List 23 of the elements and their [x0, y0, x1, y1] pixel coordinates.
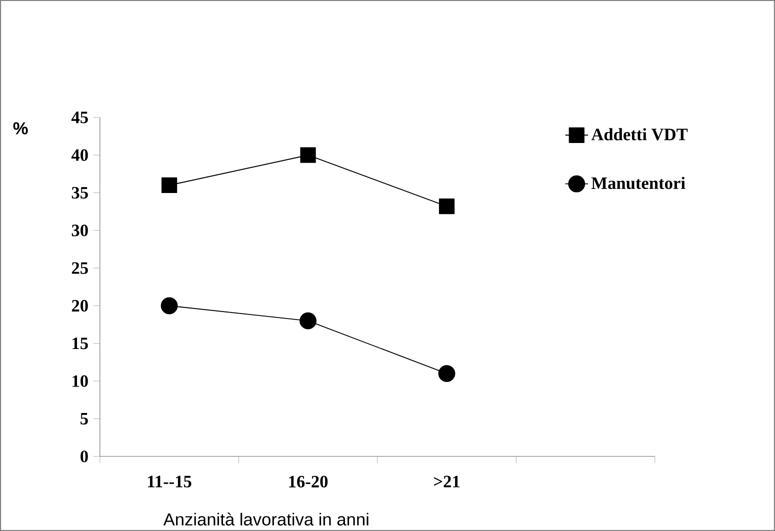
y-tick-label: 30 [72, 224, 88, 236]
point [160, 297, 178, 314]
y-tick-label: 5 [80, 412, 88, 425]
y-tick-label: 45 [71, 112, 88, 124]
point [438, 198, 455, 214]
y-tick-label: 35 [72, 186, 88, 199]
point [300, 147, 316, 163]
point [300, 312, 317, 330]
x-tick-label: >21 [434, 476, 460, 488]
legend-label: Addetti VDT [591, 128, 688, 140]
legend-label: Manutentori [591, 176, 686, 190]
x-tick-label: 11--15 [148, 476, 192, 488]
x-axis-title: Anzianità lavorativa in anni [163, 512, 368, 526]
y-tick-label: 0 [80, 450, 88, 462]
point [438, 365, 456, 382]
point [161, 177, 178, 194]
y-tick-label: 40 [71, 149, 88, 161]
y-tick-label: 15 [72, 338, 88, 350]
y-tick-label: 20 [72, 300, 88, 312]
y-tick-label: 10 [72, 375, 88, 387]
y-tick-label: 25 [72, 262, 88, 274]
y-axis-title: % [13, 122, 28, 134]
x-tick-label: 16-20 [289, 476, 328, 488]
